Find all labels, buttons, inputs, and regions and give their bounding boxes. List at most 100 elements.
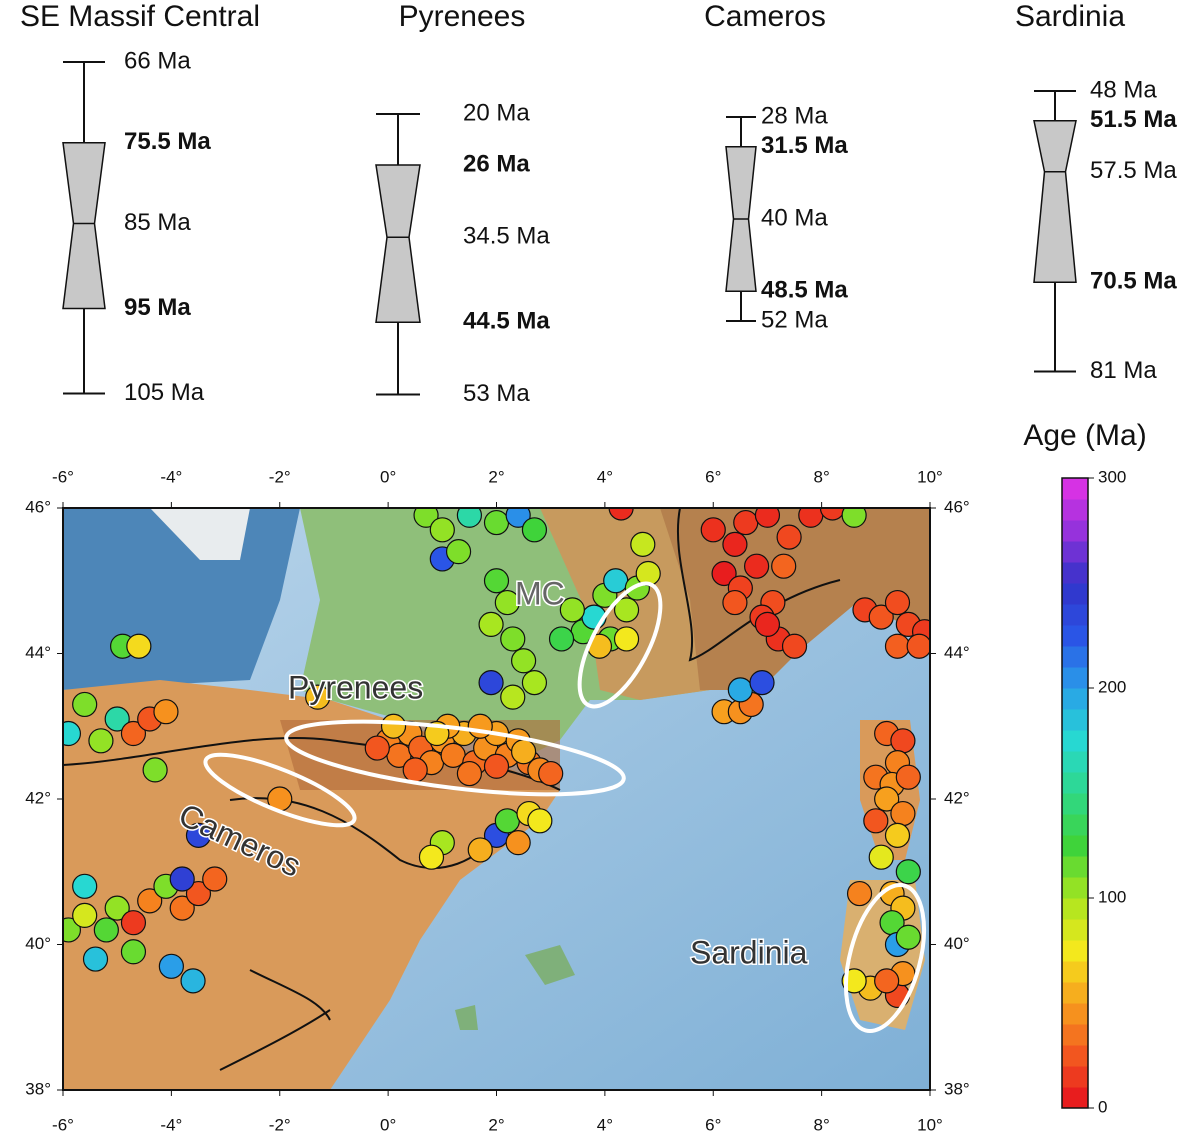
value-label: 20 Ma (463, 99, 530, 126)
sample (120, 720, 147, 747)
y-tick-label: 40° (25, 934, 51, 953)
value-label: 75.5 Ma (124, 128, 211, 155)
colorbar-frame (1061, 477, 1089, 1109)
sample (142, 757, 168, 783)
shelf (150, 508, 250, 560)
panel-title: Sardinia (1015, 0, 1125, 33)
sample (613, 626, 640, 652)
colorbar-segment (1062, 961, 1088, 983)
sample (722, 531, 748, 557)
value-label: 52 Ma (761, 306, 828, 333)
colorbar-segment (1062, 1087, 1088, 1109)
x-tick-label: -2° (269, 1115, 291, 1134)
colorbar-segment (1062, 667, 1088, 689)
colorbar-segment (1062, 919, 1088, 941)
box (1033, 120, 1077, 283)
value-label: 81 Ma (1090, 357, 1157, 384)
sample (483, 509, 510, 536)
colorbar-segment (1062, 1066, 1088, 1088)
sample (890, 728, 916, 754)
sample (429, 517, 455, 543)
balearic (455, 1005, 478, 1030)
sample (711, 560, 737, 587)
box (62, 142, 106, 310)
sample (93, 917, 119, 943)
sample (402, 757, 428, 783)
sample (88, 728, 114, 754)
y-tick-label: 42° (25, 788, 51, 807)
sample (126, 633, 152, 659)
sample (749, 669, 775, 696)
x-tick-label: 10° (917, 1115, 943, 1134)
sample (884, 822, 911, 848)
panel-title: Pyrenees (399, 0, 526, 33)
sample (202, 866, 228, 892)
sample (906, 633, 930, 659)
sample (890, 800, 916, 827)
sample (798, 508, 824, 528)
value-label: 48 Ma (1090, 76, 1157, 103)
sample (630, 531, 656, 557)
y-tick-label: 46° (25, 497, 51, 516)
colorbar-segment (1062, 646, 1088, 668)
fault (219, 969, 331, 1071)
sample (467, 837, 493, 863)
sample (500, 626, 526, 652)
sample (478, 669, 504, 696)
value-label: 53 Ma (463, 380, 530, 407)
sample (733, 509, 759, 536)
sample (510, 739, 537, 765)
y-tick-label: 42° (944, 788, 970, 807)
panel-title: SE Massif Central (20, 0, 260, 33)
sample (521, 669, 548, 696)
box (375, 164, 421, 323)
sample (754, 611, 781, 638)
sample (380, 713, 407, 739)
map: MC Pyrenees Cameros Sardinia (63, 508, 930, 1090)
sample (456, 508, 483, 528)
sample (169, 895, 195, 921)
x-tick-label: 8° (813, 467, 829, 486)
sample (305, 684, 331, 710)
sample (700, 517, 726, 543)
colorbar-segment (1062, 1024, 1088, 1046)
sample (169, 866, 195, 892)
colorbar-tick-label: 100 (1098, 887, 1126, 906)
x-tick-label: 4° (597, 467, 613, 486)
value-label: 51.5 Ma (1090, 106, 1177, 133)
sample (613, 597, 640, 623)
y-tick-label: 40° (944, 934, 970, 953)
sample (505, 830, 531, 856)
sample (863, 808, 889, 834)
sample (771, 553, 797, 579)
sample (603, 568, 629, 594)
sample (527, 808, 553, 834)
sample (846, 880, 873, 907)
colorbar-tick-label: 300 (1098, 467, 1126, 486)
sample (841, 508, 867, 528)
value-label: 57.5 Ma (1090, 157, 1177, 184)
sample (874, 968, 900, 994)
colorbar-segment (1062, 940, 1088, 962)
colorbar-segment (1062, 499, 1088, 521)
sample (63, 720, 82, 747)
sample (895, 924, 921, 950)
sample (743, 553, 770, 579)
sample (456, 760, 483, 787)
annotation: MC (515, 575, 565, 611)
sample (413, 508, 439, 528)
value-label: 85 Ma (124, 209, 191, 236)
sample (180, 968, 206, 994)
sample (874, 786, 900, 812)
sample (781, 633, 808, 659)
sample (158, 953, 184, 979)
sample (754, 508, 781, 528)
sample (364, 735, 390, 761)
colorbar-segment (1062, 709, 1088, 731)
value-label: 26 Ma (463, 150, 530, 177)
colorbar-tick-label: 0 (1098, 1097, 1107, 1116)
sample (608, 508, 634, 521)
sample (559, 597, 585, 623)
colorbar-segment (1062, 1003, 1088, 1025)
outline (844, 882, 926, 1034)
